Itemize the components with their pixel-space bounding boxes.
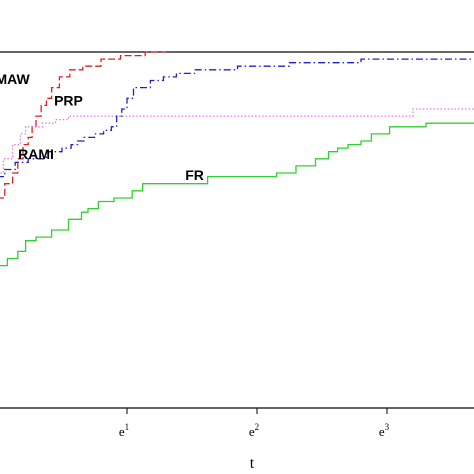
series-label-fr: FR <box>185 167 204 183</box>
series-layer <box>0 51 474 267</box>
series-label-rami: RAMI <box>18 146 54 162</box>
series-label-prp: PRP <box>54 92 83 108</box>
x-axis-title: t <box>250 455 255 472</box>
x-axis-ticks: e1 e2 e3 <box>119 408 390 439</box>
series-labels: MAW PRP RAMI FR <box>0 71 204 183</box>
x-tick-label: e3 <box>379 422 390 439</box>
series-line-maw <box>0 51 166 199</box>
series-line-fr <box>0 122 474 267</box>
plot-border <box>0 51 474 409</box>
series-line-prp <box>0 108 474 174</box>
x-tick-label: e1 <box>119 422 129 439</box>
x-tick-label: e2 <box>249 422 259 439</box>
plot-frame <box>0 51 474 409</box>
series-label-maw: MAW <box>0 71 30 87</box>
series-line-rami <box>0 58 474 178</box>
